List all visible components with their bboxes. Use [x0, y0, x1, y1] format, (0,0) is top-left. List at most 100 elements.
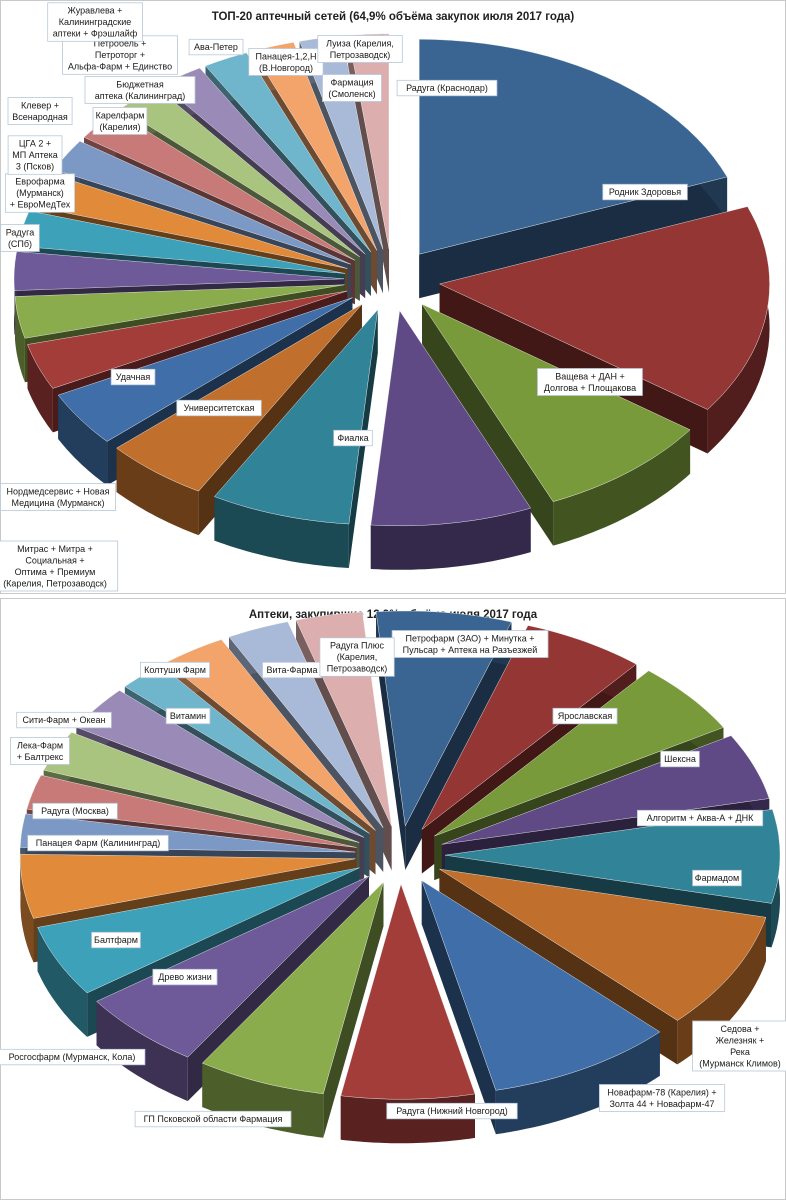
pie-slice [439, 868, 767, 1021]
label-text: (Смоленск) [328, 89, 375, 99]
slice-side [20, 854, 34, 963]
label-box [552, 707, 618, 725]
label-text: Сити-Фарм + Океан [23, 715, 106, 725]
label-text: Ава-Петер [194, 42, 238, 52]
pie-slice [421, 880, 661, 1091]
pie-slice [340, 883, 476, 1100]
label-text: 3 (Псков) [16, 162, 54, 172]
label-box [637, 809, 764, 827]
label-text: Панацея-1,2,Н [256, 52, 317, 62]
label-box [92, 107, 148, 135]
label-text: + ЕвроМедТех [10, 200, 71, 210]
slice-label: Сити-Фарм + Океан [16, 711, 112, 729]
slice-label: Алгоритм + Аква-А + ДНК [637, 809, 764, 827]
slice-label: Древо жизни [152, 968, 218, 986]
label-text: Фармадом [695, 873, 740, 883]
label-box [0, 483, 116, 511]
label-box [0, 540, 119, 592]
label-text: Долгова + Площакова [544, 383, 636, 393]
label-box [0, 224, 40, 252]
label-text: Ярославская [558, 711, 613, 721]
slice-label: ЦГА 2 +МП Аптека 3 (Псков) [7, 135, 63, 175]
slice-label: Ава-Петер [188, 38, 244, 56]
label-text: Медицина (Мурманск) [12, 498, 105, 508]
label-text: Журавлева + [68, 6, 123, 16]
slice-label: Ярославская [552, 707, 618, 725]
slice-side [707, 206, 770, 454]
slice-label: Радуга(СПб) [0, 224, 40, 252]
pie-slice [166, 639, 376, 831]
slice-label: Ващева + ДАН +Долгова + Площакова [537, 368, 643, 396]
pie-slice [13, 251, 345, 291]
label-text: Родник Здоровья [609, 187, 681, 197]
label-text: Петробель + [94, 39, 147, 49]
slice-label: Карелфарм(Карелия) [92, 107, 148, 135]
label-box [32, 802, 118, 820]
label-text: Лека-Фарм [17, 741, 63, 751]
slice-label: Радуга (Краснодар) [396, 79, 498, 97]
slice-label: Новафарм-78 (Карелия) +Золта 44 + Новафа… [599, 1084, 726, 1112]
pie-slice [201, 881, 384, 1094]
label-text: Удачная [116, 372, 151, 382]
pie-slice [434, 670, 724, 837]
label-text: Всенародная [12, 112, 68, 122]
pie-slice [20, 853, 356, 919]
slice-label: ГП Псковской области Фармация [134, 1110, 292, 1128]
label-text: Новафарм-78 (Карелия) + [607, 1088, 716, 1098]
label-text: Луиза (Карелия, [326, 39, 394, 49]
pie-slice [439, 206, 770, 410]
pie-chart-2: Петрофарм (ЗАО) + Минутка +Пульсар + Апт… [0, 610, 786, 1144]
label-text: (В.Новгород) [259, 63, 313, 73]
slice-wall [323, 882, 384, 1138]
label-text: Радуга [6, 228, 35, 238]
slice-label: Университетская [176, 399, 262, 417]
slice-side [553, 429, 691, 546]
slice-label: Радуга (Москва) [32, 802, 118, 820]
slice-wall [405, 622, 512, 870]
label-box [110, 368, 156, 386]
label-text: Седова + [720, 1024, 759, 1034]
label-text: Шексна [664, 754, 696, 764]
label-box [84, 76, 196, 104]
label-box [692, 869, 742, 887]
slice-side [37, 927, 88, 1037]
label-text: Панацея Фарм (Калининград) [36, 838, 160, 848]
slice-label: Фиалка [333, 429, 373, 447]
label-text: аптеки + Фрэшлайф [53, 29, 138, 39]
slice-side [15, 296, 25, 383]
label-box [0, 1048, 146, 1066]
slice-side [27, 344, 53, 433]
label-text: Алгоритм + Аква-А + ДНК [647, 813, 754, 823]
label-text: Еврофарма [15, 177, 64, 187]
label-box [7, 97, 73, 125]
slice-label: Радуга (Нижний Новгород) [386, 1102, 518, 1120]
slice-label: Панацея-1,2,Н(В.Новгород) [248, 48, 324, 76]
slice-wall [421, 880, 496, 1135]
slice-label: Удачная [110, 368, 156, 386]
label-text: Росгосфарм (Мурманск, Кола) [9, 1052, 136, 1062]
pie-slice [37, 867, 360, 994]
slice-label: Лека-Фарм+ Балтрекс [10, 737, 70, 765]
slice-label: Колтуши Фарм [139, 661, 210, 679]
label-text: Пульсар + Аптека на Разъезжей [403, 645, 538, 655]
slice-label: Витамин [165, 707, 211, 725]
label-box [5, 173, 75, 213]
label-box [333, 429, 373, 447]
label-box [7, 135, 63, 175]
label-box [248, 48, 324, 76]
chart-title-top: ТОП-20 аптечный сетей (64,9% объёма заку… [211, 11, 575, 23]
label-box [27, 834, 169, 852]
slice-side [495, 1031, 660, 1135]
label-box [386, 1102, 518, 1120]
pie-slice [370, 310, 532, 526]
label-text: Радуга Плюс [330, 641, 385, 651]
label-text: Колтуши Фарм [144, 665, 206, 675]
label-box [660, 750, 700, 768]
slice-side [214, 496, 349, 568]
label-box [602, 183, 688, 201]
label-text: Река [730, 1047, 750, 1057]
label-box [16, 711, 112, 729]
